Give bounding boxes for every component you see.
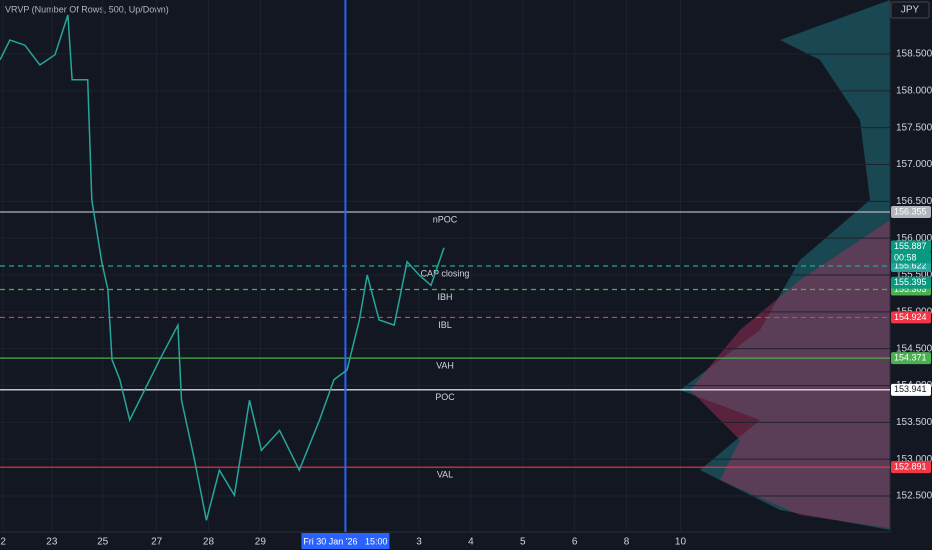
- level-label: IBH: [437, 292, 452, 302]
- indicator-title: VRVP (Number Of Rows, 500, Up/Down): [5, 4, 169, 14]
- x-tick-label: 10: [675, 537, 687, 548]
- y-tick-label: 158.000: [896, 85, 932, 96]
- x-tick-label: 5: [520, 537, 526, 548]
- price-tag-label: 156.355: [894, 206, 927, 216]
- x-tick-label: 25: [97, 537, 109, 548]
- price-tag: [891, 352, 931, 365]
- price-tag-label: 155.303: [894, 284, 927, 294]
- y-tick-label: 154.500: [896, 343, 932, 354]
- price-tag: [891, 206, 931, 219]
- crosshair-label: Fri 30 Jan '26 15:00: [303, 536, 387, 546]
- x-tick-label: 4: [468, 537, 474, 548]
- level-label: IBL: [438, 320, 452, 330]
- x-tick-label: 3: [416, 537, 422, 548]
- price-tag-label: 155.395: [894, 277, 927, 287]
- y-tick-label: 152.500: [896, 491, 932, 502]
- price-tag: [891, 383, 931, 396]
- y-tick-label: 153.000: [896, 454, 932, 465]
- y-tick-label: 155.500: [896, 270, 932, 281]
- crosshair-label-bg: [301, 533, 390, 549]
- currency-box[interactable]: [890, 1, 930, 19]
- level-label: VAH: [436, 361, 454, 371]
- x-tick-label: 8: [624, 537, 630, 548]
- price-line: [0, 14, 445, 521]
- price-tag-label: 155.887: [894, 241, 927, 251]
- y-tick-label: 157.500: [896, 122, 932, 133]
- y-tick-label: 156.000: [896, 233, 932, 244]
- level-label: POC: [435, 392, 455, 402]
- x-tick-label: 23: [46, 537, 58, 548]
- price-tag-label: 154.924: [894, 312, 927, 322]
- level-label: CAP closing: [421, 268, 470, 278]
- level-label: nPOC: [433, 214, 458, 224]
- countdown: 00:58: [894, 252, 917, 262]
- price-tag: [891, 461, 931, 474]
- price-tag: [891, 276, 931, 289]
- price-tag: [891, 240, 931, 253]
- x-tick-label: 6: [572, 537, 578, 548]
- price-tag-label: 155.622: [894, 260, 927, 270]
- countdown-bg: [891, 252, 931, 264]
- volume-profile: [680, 0, 890, 530]
- y-tick-label: 156.500: [896, 196, 932, 207]
- price-tag-label: 153.941: [894, 384, 927, 394]
- volume-profile-down: [690, 220, 890, 528]
- level-label: VAL: [437, 470, 453, 480]
- y-tick-label: 153.500: [896, 417, 932, 428]
- price-tag-label: 154.371: [894, 353, 927, 363]
- y-tick-label: 158.500: [896, 49, 932, 60]
- x-tick-label: 2: [0, 537, 6, 548]
- price-tag-label: 152.891: [894, 462, 927, 472]
- x-tick-label: 28: [203, 537, 215, 548]
- price-tag: [891, 311, 931, 324]
- currency[interactable]: JPY: [901, 5, 920, 16]
- x-tick-label: 27: [151, 537, 163, 548]
- x-tick-label: 29: [255, 537, 267, 548]
- y-tick-label: 157.000: [896, 159, 932, 170]
